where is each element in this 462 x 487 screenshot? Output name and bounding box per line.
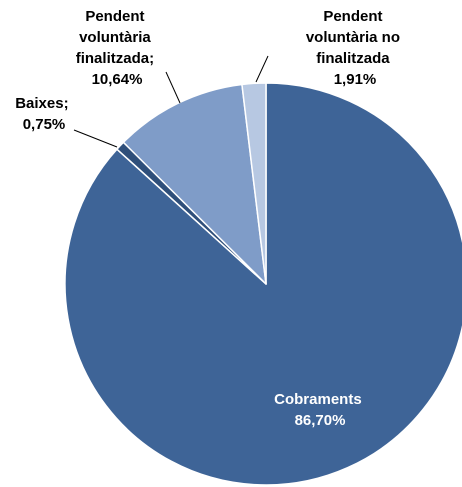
slice-pendent-finalitzada: [122, 83, 267, 285]
pie-slices: [64, 82, 462, 486]
label-finalitzada-line-1: Pendent: [85, 8, 144, 25]
slice-cobraments: [64, 82, 462, 486]
leader-line-no-finalitzada: [255, 55, 269, 83]
label-no-finalitzada-line-1: Pendent: [323, 8, 382, 25]
label-no-finalitzada-line-2: voluntària no: [306, 29, 400, 46]
label-cobraments-line-2: 86,70%: [295, 412, 346, 429]
label-no-finalitzada-line-4: 1,91%: [334, 71, 377, 88]
label-pendent-finalitzada: Pendent voluntària finalitzada; 10,64%: [76, 8, 159, 88]
label-finalitzada-line-2: voluntària: [79, 29, 151, 46]
label-baixes: Baixes; 0,75%: [15, 95, 73, 133]
leader-line-baixes: [73, 129, 118, 148]
leader-lines: [73, 55, 269, 148]
label-baixes-line-1: Baixes;: [15, 95, 68, 112]
label-no-finalitzada-line-3: finalitzada: [316, 50, 390, 67]
label-baixes-line-2: 0,75%: [23, 116, 66, 133]
label-finalitzada-line-3: finalitzada;: [76, 50, 154, 67]
label-finalitzada-line-4: 10,64%: [92, 71, 143, 88]
label-cobraments: Cobraments 86,70%: [274, 391, 366, 429]
label-pendent-no-finalitzada: Pendent voluntària no finalitzada 1,91%: [306, 8, 404, 88]
slice-pendent-no-finalitzada: [241, 82, 267, 285]
leader-line-finalitzada: [165, 71, 181, 104]
label-cobraments-line-1: Cobraments: [274, 391, 362, 408]
